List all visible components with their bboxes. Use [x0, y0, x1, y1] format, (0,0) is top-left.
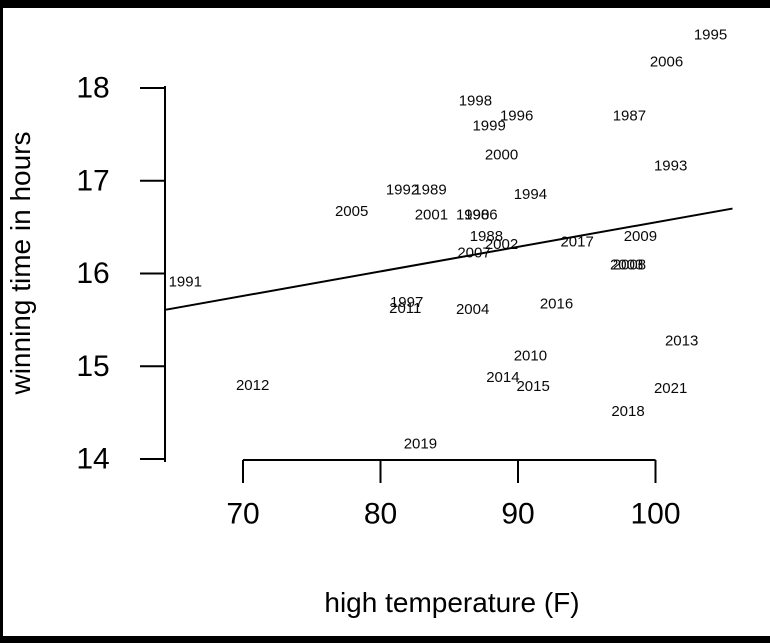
point-label-2014: 2014: [486, 369, 519, 386]
x-tick-label: 70: [226, 498, 259, 531]
point-label-2019: 2019: [404, 436, 437, 453]
point-label-1993: 1993: [654, 157, 687, 174]
x-tick-label: 100: [630, 498, 680, 531]
frame-left-bar: [0, 0, 3, 643]
chart-layer: 14 15 16 17 18 70 80 90 100 1986 1987 1988 1989 1990 1…: [76, 27, 733, 531]
point-label-1996: 1996: [500, 107, 533, 124]
y-tick-label: 17: [76, 164, 109, 197]
point-label-2015: 2015: [516, 378, 549, 395]
point-label-1986: 1986: [464, 207, 497, 224]
x-tick-label: 90: [501, 498, 534, 531]
point-label-1998: 1998: [459, 92, 492, 109]
point-label-2004: 2004: [456, 301, 489, 318]
point-label-1989: 1989: [413, 182, 446, 199]
y-tick-label: 16: [76, 257, 109, 290]
point-label-1987: 1987: [613, 107, 646, 124]
x-tick-label: 80: [364, 498, 397, 531]
point-label-2011: 2011: [389, 300, 421, 317]
point-label-1997: 1997: [390, 294, 423, 311]
point-label-2008: 2008: [613, 257, 646, 274]
point-label-1990: 1990: [456, 207, 489, 224]
point-label-2003: 2003: [610, 257, 643, 274]
point-label-2001: 2001: [415, 207, 448, 224]
y-tick-label: 18: [76, 72, 109, 105]
point-label-2005: 2005: [335, 203, 368, 220]
point-label-2016: 2016: [540, 296, 573, 313]
point-label-2009: 2009: [624, 228, 657, 245]
point-label-1991: 1991: [169, 273, 202, 290]
point-label-2006: 2006: [650, 54, 683, 71]
point-label-2000: 2000: [485, 146, 518, 163]
point-label-1992: 1992: [386, 182, 419, 199]
y-tick-label: 14: [76, 443, 109, 476]
point-label-2013: 2013: [665, 333, 698, 350]
x-axis-title: high temperature (F): [324, 587, 579, 618]
y-tick-label: 15: [76, 350, 109, 383]
trend-line: [165, 207, 733, 311]
point-label-2012: 2012: [236, 377, 269, 394]
point-label-1988: 1988: [470, 228, 503, 245]
point-label-1999: 1999: [472, 118, 505, 135]
y-axis-title: winning time in hours: [5, 131, 36, 395]
frame-bottom-bar: [0, 636, 770, 643]
frame-top-bar: [0, 0, 770, 8]
point-label-1994: 1994: [514, 186, 547, 203]
point-label-2021: 2021: [654, 380, 687, 397]
point-label-2007: 2007: [457, 245, 490, 262]
point-label-1995: 1995: [694, 27, 727, 44]
point-label-2010: 2010: [514, 348, 547, 365]
point-label-2018: 2018: [611, 403, 644, 420]
